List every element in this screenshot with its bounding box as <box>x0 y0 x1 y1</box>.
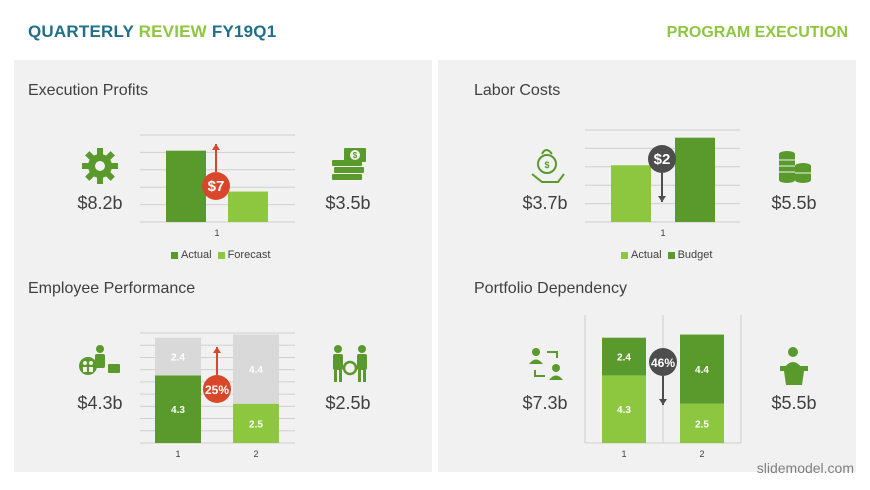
change-arrow-head <box>658 196 666 202</box>
bar-segment <box>602 375 646 443</box>
coin-stacks-icon <box>779 151 811 183</box>
money-bag-hand-icon: $ <box>531 149 565 183</box>
bar-data-label: 2.5 <box>695 419 709 430</box>
bar-actual <box>166 150 206 222</box>
legend-item-forecast: Forecast <box>217 249 270 261</box>
portfolio-dependency-left-amount: $7.3b <box>522 393 568 413</box>
labor-costs-left-amount: $3.7b <box>522 193 568 213</box>
legend-item-actual: Actual <box>621 249 662 261</box>
bar-data-label: 4.3 <box>171 405 185 416</box>
portfolio-dependency-chart: 4.3 2.4 1 2.5 4.4 2 46% <box>584 315 742 459</box>
change-badge <box>203 375 231 403</box>
execution-profits-legend: Actual Forecast <box>171 249 270 261</box>
bar-segment <box>233 403 279 443</box>
change-badge-label: $7 <box>208 178 225 195</box>
money-stack-icon: $ <box>332 148 366 180</box>
x-tick-label: 2 <box>699 449 704 459</box>
bar-data-label: 2.4 <box>171 353 185 364</box>
portfolio-dependency-title: Portfolio Dependency <box>474 280 627 297</box>
labor-costs-right-amount: $5.5b <box>771 193 817 213</box>
legend-item-actual: Actual <box>171 249 212 261</box>
right-panel <box>438 60 856 472</box>
bar-segment <box>233 334 279 404</box>
change-badge <box>202 172 230 200</box>
x-tick-label: 1 <box>214 228 219 238</box>
employee-performance-right-amount: $2.5b <box>325 393 371 413</box>
bar-segment <box>155 337 201 376</box>
bar-data-label: 2.5 <box>249 419 263 430</box>
bar-forecast <box>228 191 268 222</box>
slide-title: QUARTERLY REVIEW FY19Q1 <box>28 22 276 42</box>
employee-performance-title: Employee Performance <box>28 280 196 297</box>
change-badge <box>648 145 676 173</box>
x-tick-label: 2 <box>253 449 258 459</box>
svg-text:$: $ <box>544 160 549 170</box>
bar-actual <box>611 165 651 222</box>
x-tick-label: 1 <box>660 228 665 238</box>
left-panel <box>14 60 432 472</box>
svg-text:$: $ <box>353 151 358 160</box>
x-tick-label: 1 <box>175 449 180 459</box>
labor-costs-title: Labor Costs <box>474 82 561 99</box>
speaker-podium-icon <box>780 347 808 385</box>
bar-segment <box>155 375 201 443</box>
execution-profits-right-amount: $3.5b <box>325 193 371 213</box>
bar-data-label: 2.4 <box>617 353 631 364</box>
change-badge-label: 25% <box>205 383 229 397</box>
employee-performance-chart: 4.3 2.4 1 2.5 4.4 2 25% <box>140 332 295 459</box>
people-exchange-icon <box>529 348 563 380</box>
footer-brand: slidemodel.com <box>756 460 854 476</box>
title-word-quarterly: QUARTERLY <box>28 22 134 41</box>
execution-profits-left-amount: $8.2b <box>77 193 123 213</box>
employee-performance-left-amount: $4.3b <box>77 393 123 413</box>
manager-team-icon <box>79 345 120 375</box>
section-label: PROGRAM EXECUTION <box>666 24 848 41</box>
bar-segment <box>602 337 646 376</box>
bar-data-label: 4.3 <box>617 405 631 416</box>
bar-data-label: 4.4 <box>249 365 263 376</box>
change-arrow-head <box>213 347 221 353</box>
bar-segment <box>680 403 724 443</box>
portfolio-dependency-right-amount: $5.5b <box>771 393 817 413</box>
x-tick-label: 1 <box>621 449 626 459</box>
bar-data-label: 4.4 <box>695 365 709 376</box>
execution-profits-chart: 1 $7 <box>140 134 295 238</box>
change-arrow-head <box>212 144 220 150</box>
bar-segment <box>680 334 724 404</box>
labor-costs-legend: Actual Budget <box>621 249 712 261</box>
bar-budget <box>675 137 715 222</box>
title-word-review: REVIEW <box>138 22 207 41</box>
legend-item-budget: Budget <box>667 249 712 261</box>
handshake-people-icon <box>333 345 367 382</box>
title-word-period: FY19Q1 <box>211 22 277 41</box>
change-badge <box>649 348 677 376</box>
execution-profits-title: Execution Profits <box>28 82 149 99</box>
change-badge-label: $2 <box>654 151 671 168</box>
gear-icon <box>82 148 118 184</box>
labor-costs-chart: 1 $2 <box>585 129 740 238</box>
change-arrow-head <box>659 399 667 405</box>
change-badge-label: 46% <box>651 356 675 370</box>
